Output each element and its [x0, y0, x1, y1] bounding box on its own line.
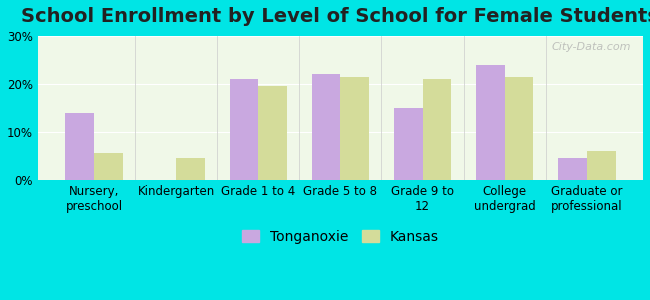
Bar [312, 74, 341, 180]
Bar [504, 76, 534, 180]
Bar [258, 86, 287, 180]
Bar [341, 76, 369, 180]
Legend: Tonganoxie, Kansas: Tonganoxie, Kansas [238, 226, 443, 248]
Bar [176, 158, 205, 180]
Title: School Enrollment by Level of School for Female Students: School Enrollment by Level of School for… [21, 7, 650, 26]
Bar [422, 79, 451, 180]
Bar [65, 113, 94, 180]
Bar [558, 158, 587, 180]
Bar [394, 108, 422, 180]
Bar [476, 64, 504, 180]
Bar [94, 154, 123, 180]
Text: City-Data.com: City-Data.com [551, 42, 631, 52]
Bar [229, 79, 258, 180]
Bar [587, 151, 616, 180]
